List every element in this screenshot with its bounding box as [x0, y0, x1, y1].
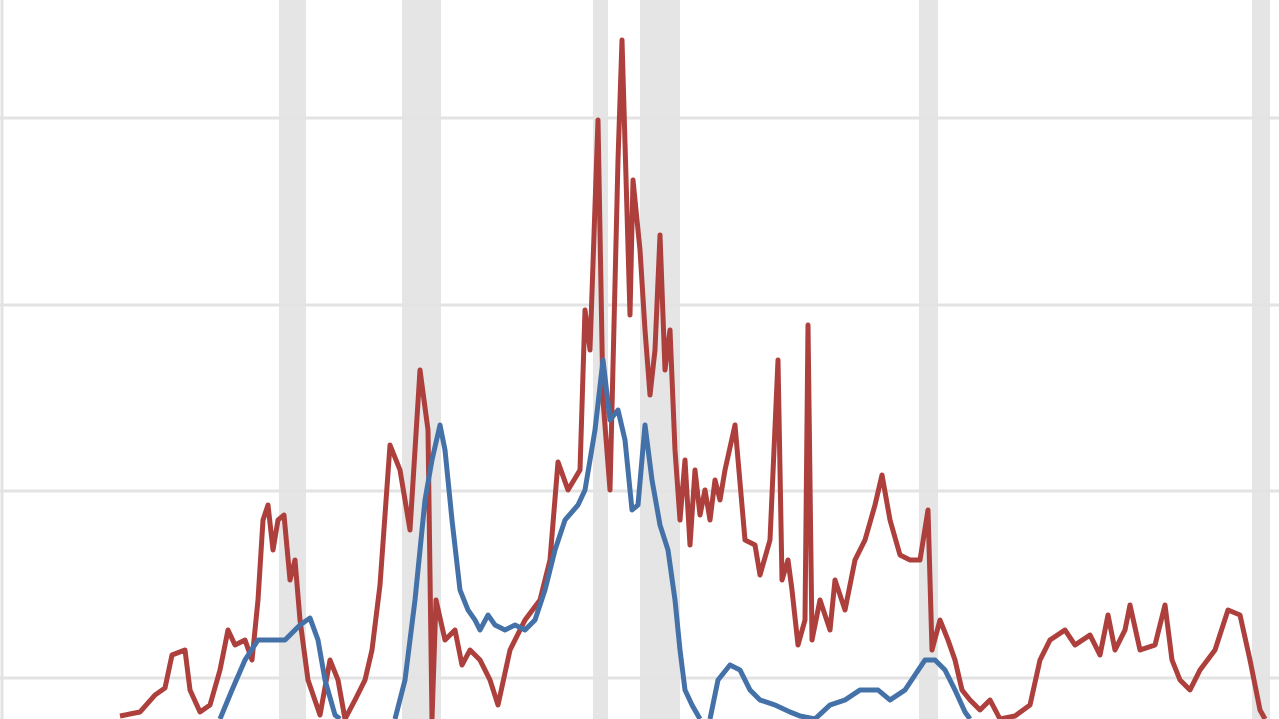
- shaded-band: [279, 0, 306, 719]
- series-line: [119, 37, 1268, 719]
- shaded-band: [1252, 0, 1270, 719]
- series-line: [217, 357, 973, 719]
